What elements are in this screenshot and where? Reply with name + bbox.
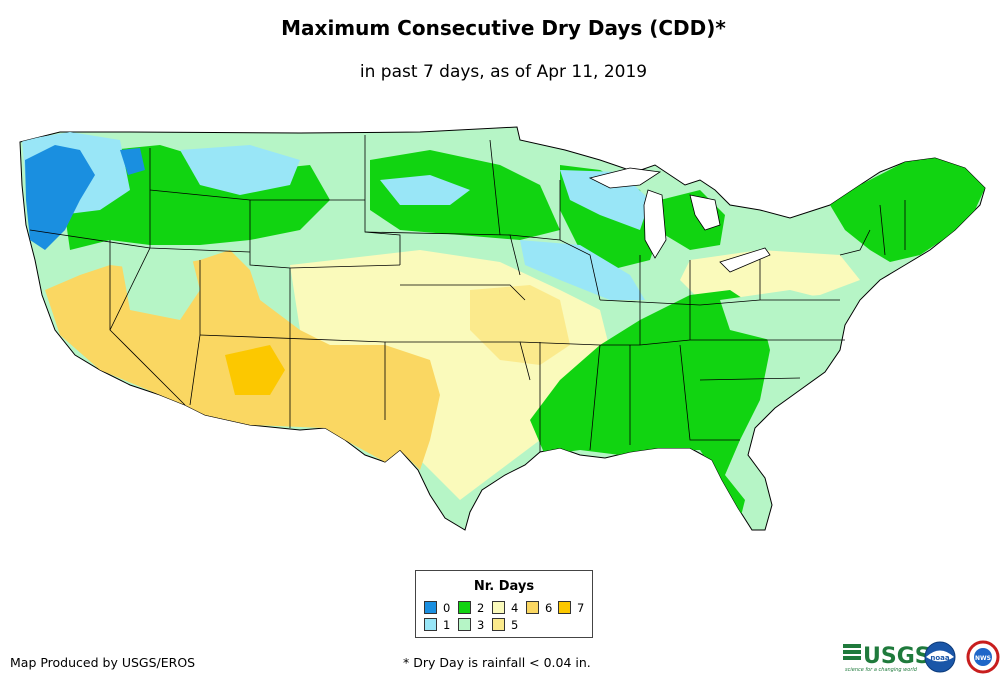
legend-title: Nr. Days <box>473 579 535 594</box>
region-2-days-north-central <box>370 150 560 240</box>
region-5-days-kansas <box>470 285 570 365</box>
legend-swatch-4 <box>492 601 505 614</box>
region-0-days-idaho <box>120 148 145 175</box>
legend-item-2: 2 <box>458 601 484 614</box>
lake-michigan <box>643 189 667 259</box>
svg-text:noaa: noaa <box>930 654 950 662</box>
legend-item-1: 1 <box>424 618 450 631</box>
svg-text:USGS: USGS <box>863 644 931 669</box>
legend-swatch-3 <box>458 618 471 631</box>
us-dry-days-map <box>19 126 986 531</box>
usgs-logo: USGS science for a changing world <box>843 644 931 673</box>
map-subtitle: in past 7 days, as of Apr 11, 2019 <box>359 62 648 82</box>
map-title: Maximum Consecutive Dry Days (CDD)* <box>281 16 726 40</box>
legend-item-0: 0 <box>424 601 450 614</box>
lake-erie <box>719 247 771 273</box>
legend-swatch-2 <box>458 601 471 614</box>
legend-item-4: 4 <box>492 601 518 614</box>
legend-swatch-7 <box>558 601 571 614</box>
legend-item-7: 7 <box>558 601 584 614</box>
agency-logos: USGS science for a changing world noaa N… <box>843 640 1000 674</box>
nws-logo: NWS <box>966 640 1000 674</box>
region-1-day-montana <box>180 145 300 195</box>
region-7-days-arizona <box>225 345 285 395</box>
dry-day-footnote: * Dry Day is rainfall < 0.04 in. <box>403 655 591 670</box>
legend-swatch-1 <box>424 618 437 631</box>
lake-superior <box>588 167 662 189</box>
region-3-days-virginia <box>720 290 830 340</box>
region-3-days-great-basin <box>120 250 200 320</box>
legend-swatch-0 <box>424 601 437 614</box>
region-1-day-iowa-illinois <box>520 240 645 300</box>
legend-swatch-6 <box>526 601 539 614</box>
legend-swatch-5 <box>492 618 505 631</box>
region-1-day-dakota <box>380 175 470 205</box>
region-2-days-northeast <box>830 158 985 262</box>
svg-text:science for a changing world: science for a changing world <box>845 667 918 673</box>
map-credit: Map Produced by USGS/EROS <box>10 655 196 670</box>
lake-huron <box>689 194 721 231</box>
legend-item-5: 5 <box>492 618 518 631</box>
legend-box: Nr. Days 0 1 2 3 4 5 6 7 <box>415 570 593 638</box>
state-boundaries <box>29 135 906 452</box>
noaa-logo: noaa <box>924 641 956 673</box>
legend-item-3: 3 <box>458 618 484 631</box>
svg-text:NWS: NWS <box>975 655 991 662</box>
region-0-days-oregon-coast <box>25 145 95 250</box>
legend-item-6: 6 <box>526 601 552 614</box>
